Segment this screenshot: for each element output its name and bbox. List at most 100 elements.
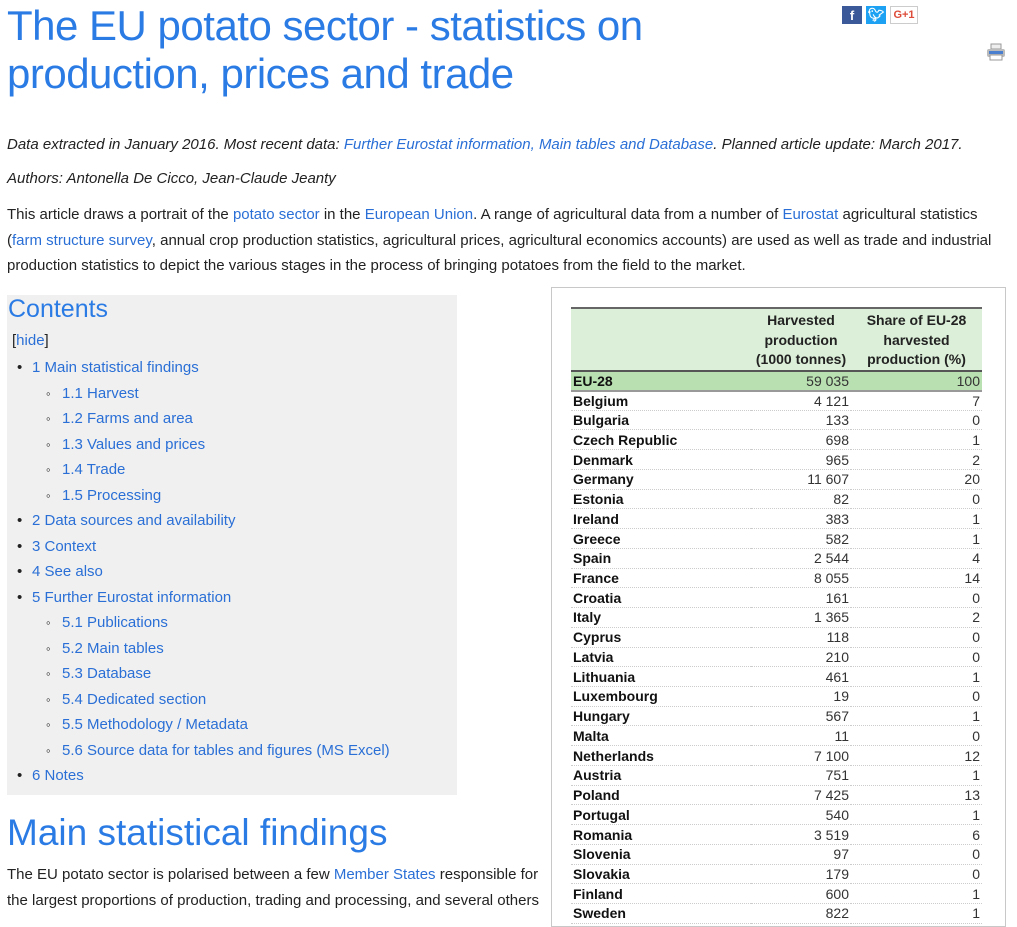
table-row: Slovakia 179 0 <box>571 864 982 885</box>
country-cell: EU-28 <box>571 369 751 392</box>
twitter-icon[interactable]: 🐦︎ <box>866 6 886 24</box>
toc-item: 5.3 Database <box>7 661 457 687</box>
google-plus-icon[interactable]: G+1 <box>890 6 918 24</box>
country-cell: Luxembourg <box>571 686 751 707</box>
country-cell: Poland <box>571 785 751 806</box>
toc-link[interactable]: 5.1 Publications <box>62 614 168 631</box>
share-cell: 7 <box>851 390 982 411</box>
facebook-icon[interactable]: f <box>842 6 862 24</box>
production-cell: 7 100 <box>751 745 851 766</box>
toc-link[interactable]: 1.2 Farms and area <box>62 410 193 427</box>
production-cell: 161 <box>751 587 851 609</box>
toc-link[interactable]: 2 Data sources and availability <box>32 512 236 529</box>
toc-link[interactable]: 4 See also <box>32 563 103 580</box>
toc-item: 4 See also <box>7 559 457 585</box>
share-cell: 0 <box>851 844 982 865</box>
inline-link[interactable]: Eurostat <box>782 206 839 223</box>
toc-link[interactable]: 1 Main statistical findings <box>32 359 199 376</box>
toc-link[interactable]: 6 Notes <box>32 767 84 784</box>
toc-link[interactable]: 5.5 Methodology / Metadata <box>62 716 248 733</box>
share-cell: 1 <box>851 765 982 786</box>
col-header: Share of EU-28 harvested production (%) <box>851 307 982 371</box>
toc-link[interactable]: 5.2 Main tables <box>62 639 164 657</box>
share-cell: 1 <box>851 804 982 826</box>
table-row: Netherlands 7 100 12 <box>571 745 982 766</box>
production-cell: 383 <box>751 508 851 530</box>
share-cell: 2 <box>851 449 982 470</box>
further-info-link[interactable]: Further Eurostat information, Main table… <box>343 136 714 153</box>
toc-item: 5.5 Methodology / Metadata <box>7 712 457 738</box>
production-table-figure[interactable]: Harvested production (1000 tonnes) Share… <box>551 287 1006 927</box>
toc-item: 5 Further Eurostat information <box>7 585 457 611</box>
print-icon[interactable] <box>986 43 1006 61</box>
toc-link[interactable]: 5 Further Eurostat information <box>32 588 232 606</box>
country-cell: Germany <box>571 469 751 490</box>
production-cell: 567 <box>751 706 851 727</box>
toc-link[interactable]: 1.5 Processing <box>62 486 162 504</box>
page-title: The EU potato sector - statistics on pro… <box>7 2 643 97</box>
share-cell: 1 <box>851 903 982 924</box>
production-cell: 3 519 <box>751 824 851 845</box>
production-cell: 179 <box>751 864 851 885</box>
country-cell: Bulgaria <box>571 410 751 431</box>
toc-link[interactable]: 1.3 Values and prices <box>62 435 206 453</box>
country-cell: Czech Republic <box>571 429 751 451</box>
production-cell: 97 <box>751 844 851 865</box>
toc-item: 1.2 Farms and area <box>7 406 457 432</box>
col-header: Harvested production (1000 tonnes) <box>751 307 851 371</box>
production-cell: 600 <box>751 883 851 905</box>
toc-item: 1.3 Values and prices <box>7 432 457 458</box>
toc-link[interactable]: 3 Context <box>32 537 97 555</box>
production-cell: 11 607 <box>751 469 851 490</box>
country-cell: Latvia <box>571 647 751 668</box>
toc-link[interactable]: 5.6 Source data for tables and figures (… <box>62 741 390 759</box>
production-cell: 2 544 <box>751 548 851 569</box>
intro-paragraph: This article draws a portrait of the pot… <box>7 202 997 279</box>
country-cell: Austria <box>571 765 751 786</box>
inline-link[interactable]: potato sector <box>232 206 320 223</box>
country-cell: Hungary <box>571 706 751 727</box>
table-row: Austria 751 1 <box>571 765 982 786</box>
country-cell: Slovenia <box>571 844 751 865</box>
table-of-contents: Contents [hide] 1 Main statistical findi… <box>7 295 457 795</box>
table-row: Cyprus 118 0 <box>571 627 982 648</box>
toc-item: 1.4 Trade <box>7 457 457 483</box>
country-cell: Spain <box>571 548 751 569</box>
data-extracted-note: Data extracted in January 2016. Most rec… <box>7 136 963 153</box>
toc-item: 1.1 Harvest <box>7 381 457 407</box>
toc-item: 5.4 Dedicated section <box>7 687 457 713</box>
production-cell: 210 <box>751 647 851 668</box>
country-cell: Portugal <box>571 804 751 826</box>
hide-link[interactable]: hide <box>16 332 45 349</box>
share-cell: 0 <box>851 587 982 609</box>
share-cell: 0 <box>851 686 982 707</box>
toc-item: 5.2 Main tables <box>7 636 457 662</box>
share-cell: 0 <box>851 864 982 885</box>
production-cell: 461 <box>751 666 851 688</box>
table-row: EU-28 59 035 100 <box>571 369 982 392</box>
toc-link[interactable]: 5.4 Dedicated section <box>62 690 207 708</box>
production-cell: 751 <box>751 765 851 786</box>
toc-link[interactable]: 1.1 Harvest <box>62 384 139 402</box>
table-row: Lithuania 461 1 <box>571 666 982 688</box>
table-row: Slovenia 97 0 <box>571 844 982 865</box>
country-cell: Italy <box>571 607 751 628</box>
text: . A range of agricultural data from a nu… <box>473 206 783 223</box>
country-cell: Romania <box>571 824 751 845</box>
text: responsible for the largest proportions … <box>7 866 539 909</box>
production-cell: 133 <box>751 410 851 431</box>
country-cell: Lithuania <box>571 666 751 688</box>
toc-link[interactable]: 1.4 Trade <box>62 461 126 478</box>
inline-link[interactable]: European Union <box>364 206 474 223</box>
toc-link[interactable]: 5.3 Database <box>62 665 152 682</box>
note-text: . Planned article update: March 2017. <box>713 136 963 153</box>
inline-link[interactable]: farm structure survey <box>12 231 152 249</box>
country-cell: Estonia <box>571 489 751 510</box>
inline-link[interactable]: Member States <box>333 866 436 883</box>
table-row: Italy 1 365 2 <box>571 607 982 628</box>
share-cell: 13 <box>851 785 982 806</box>
country-cell: Netherlands <box>571 745 751 766</box>
production-table: Harvested production (1000 tonnes) Share… <box>571 307 982 924</box>
text: in the <box>319 206 365 223</box>
toc-item: 5.6 Source data for tables and figures (… <box>7 738 457 764</box>
